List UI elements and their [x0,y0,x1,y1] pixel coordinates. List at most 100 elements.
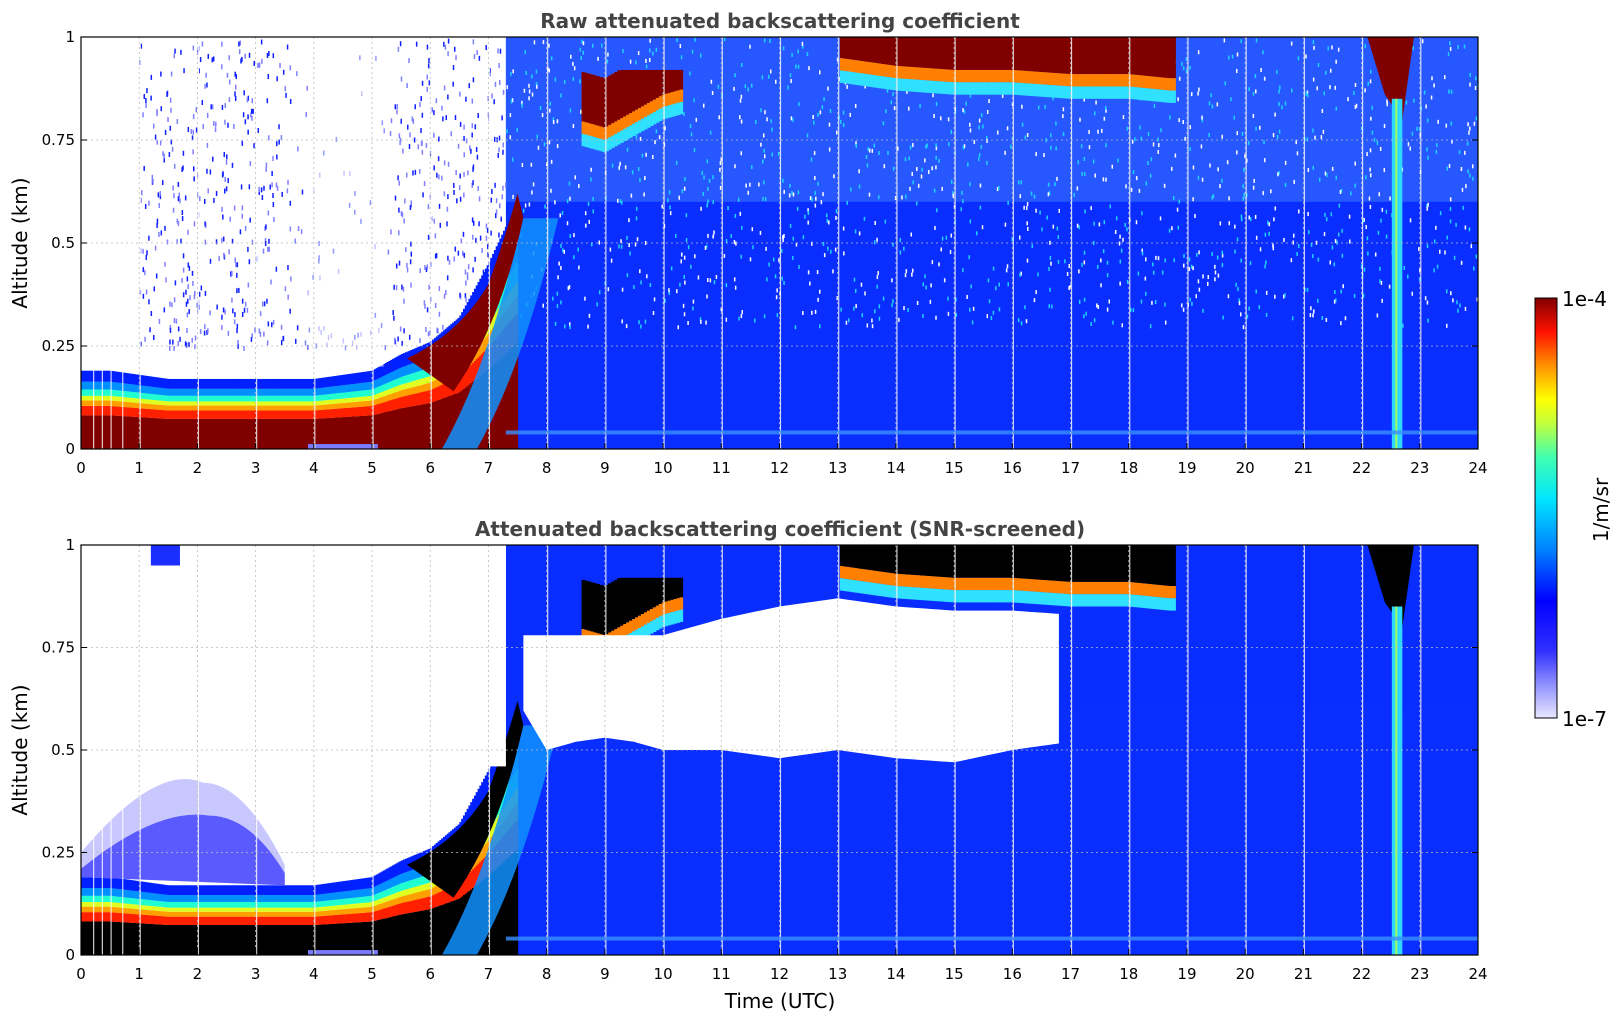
surface-layer-cell [341,408,344,418]
cloud-edge [679,89,684,102]
noise-pixel [700,319,702,324]
cloud-cell [1139,37,1144,76]
cloud-edge [839,70,844,83]
surface-layer-cell [171,885,175,896]
surface-layer-cell [352,373,355,385]
surface-layer-cell [161,395,164,401]
surface-layer-cell [193,378,197,389]
noise-pixel [713,230,715,235]
noise-pixel [1157,256,1160,261]
surface-layer-cell [437,386,440,400]
surface-layer-cell [237,401,240,406]
surface-layer-cell [277,418,280,449]
surface-layer-cell [221,911,224,917]
noise-pixel [170,139,173,145]
noise-pixel [601,43,603,48]
surface-layer-cell [279,401,282,406]
cloud-edge [652,99,657,113]
cloud-edge [1015,70,1019,83]
surface-layer-cell [357,407,360,417]
noise-pixel [766,277,768,282]
noise-pixel [231,297,233,303]
noise-pixel [184,341,187,347]
surface-layer-cell [82,415,86,449]
noise-pixel [1017,318,1020,323]
noise-pixel [498,232,500,238]
cloud-edge [949,69,954,83]
surface-layer-cell [233,902,237,908]
noise-pixel [453,256,455,262]
surface-layer-cell [246,401,249,406]
surface-layer-cell [219,410,222,419]
surface-layer-cell [104,370,108,382]
surface-layer-cell [515,343,519,449]
surface-layer-cell [271,388,275,396]
noise-pixel [275,266,278,272]
noise-pixel [1450,121,1452,126]
surface-layer-cell [161,894,164,902]
noise-pixel [280,134,283,140]
surface-layer-cell [84,921,88,955]
surface-layer-cell [113,400,117,407]
noise-pixel [1334,85,1336,90]
surface-layer-cell [159,387,162,395]
surface-layer-cell [344,398,348,403]
noise-pixel [181,216,184,222]
noise-pixel [1426,206,1428,211]
surface-layer-cell [339,398,342,404]
cloud-cell [1000,37,1004,70]
noise-pixel [1228,221,1231,226]
noise-pixel [629,59,632,64]
surface-layer-cell [330,399,333,405]
noise-pixel [578,265,580,270]
noise-pixel [1455,222,1457,227]
noise-pixel [476,50,478,56]
noise-pixel [234,96,237,102]
cloud-cell [878,37,883,64]
surface-layer-cell [271,378,275,389]
noise-pixel [550,56,553,61]
x-tick-label: 6 [425,459,435,477]
cloud-edge [1136,87,1141,100]
cloud-edge [1095,74,1099,87]
noise-pixel [919,103,921,108]
noise-pixel [247,114,249,120]
surface-layer-cell [117,888,120,897]
noise-pixel [1246,314,1249,319]
surface-layer-cell [231,418,235,449]
surface-layer-cell [201,388,204,396]
cloud-edge [1118,74,1123,87]
surface-layer-cell [271,395,275,402]
surface-layer-cell [179,378,182,389]
surface-layer-cell [230,885,233,896]
cloud-edge [1169,90,1173,103]
surface-layer-cell [330,404,333,410]
noise-pixel [843,251,845,256]
surface-layer-cell [215,907,219,912]
noise-pixel [795,242,798,247]
surface-layer-cell [490,257,493,285]
surface-layer-cell [208,405,211,411]
surface-layer-cell [144,892,148,900]
noise-pixel [670,266,673,271]
noise-pixel [198,291,201,297]
surface-layer-cell [90,906,93,913]
cloud-cell [676,69,681,91]
surface-layer-cell [415,405,419,449]
cloud-edge [1009,69,1013,83]
surface-layer-cell [141,392,144,399]
surface-layer-cell [342,417,346,449]
noise-pixel [395,285,398,291]
surface-layer-cell [93,405,97,416]
cloud-cell [1006,37,1010,70]
surface-layer-cell [237,885,240,896]
noise-pixel [1195,294,1197,299]
surface-layer-cell [201,401,204,406]
cloud-edge [845,71,850,84]
surface-layer-cell [388,373,391,383]
surface-layer-cell [215,405,219,411]
noise-pixel [747,190,749,195]
noise-pixel [884,219,887,224]
surface-layer-cell [184,902,188,908]
surface-layer-cell [184,418,188,449]
